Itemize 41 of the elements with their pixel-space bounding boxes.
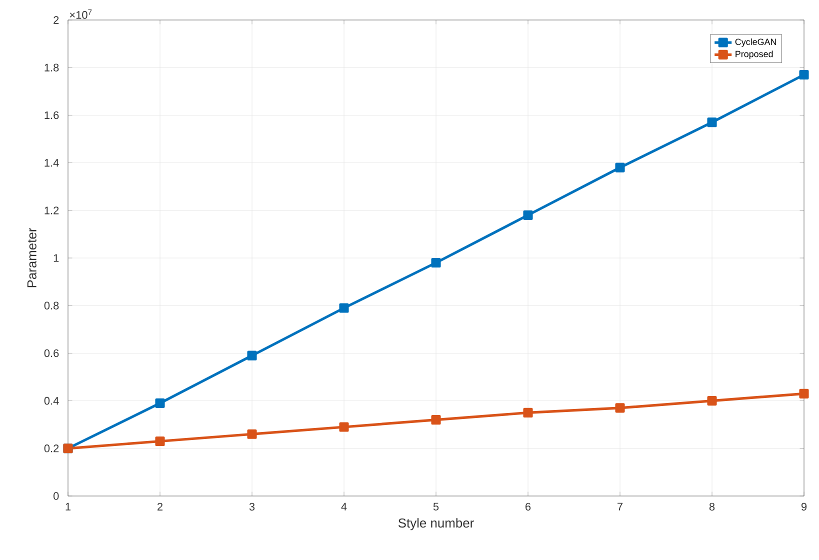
y-tick-label: 1.2	[44, 206, 59, 214]
x-tick-label: 9	[801, 502, 807, 511]
y-tick-label: 0.4	[44, 396, 59, 405]
x-tick-label: 3	[249, 502, 255, 511]
y-tick-label: 0.6	[44, 349, 59, 358]
x-tick-label: 4	[341, 502, 347, 510]
x-tick-label: 2	[158, 502, 162, 510]
y-tick-label: 1	[54, 254, 59, 262]
legend-label: Proposed	[736, 50, 773, 59]
point	[799, 388, 809, 398]
x-tick-label: 8	[709, 502, 715, 511]
point	[799, 70, 809, 80]
point	[155, 398, 165, 408]
point	[615, 162, 625, 172]
y-tick-label: 0.2	[44, 444, 59, 452]
point	[155, 436, 165, 446]
y-tick-label: 0	[53, 492, 59, 500]
point	[707, 396, 717, 406]
y-tick-label: 2	[54, 16, 59, 24]
point	[523, 408, 533, 418]
y-tick-label: 0.8	[44, 302, 59, 310]
point	[339, 422, 349, 432]
x-tick-label: 5	[433, 502, 439, 510]
point	[707, 118, 717, 128]
text: ×10$^{7}$	[70, 9, 92, 19]
legend-label: CycleGAN	[735, 38, 776, 47]
x-tick-label: 6	[526, 502, 531, 511]
y-axis-title: Parameter	[27, 228, 36, 288]
x-tick-label: 1	[66, 502, 71, 510]
y-tick-label: 1.8	[44, 64, 59, 72]
point	[523, 210, 533, 220]
y-tick-label: 1.6	[44, 111, 59, 120]
point	[339, 303, 349, 313]
x-tick-label: 7	[618, 502, 623, 510]
point	[431, 258, 441, 268]
point	[431, 415, 441, 425]
point	[247, 429, 257, 439]
y-tick-label: 1.4	[44, 159, 59, 167]
x-axis-title: Style number	[398, 518, 474, 530]
point	[247, 350, 257, 360]
point	[615, 403, 625, 413]
